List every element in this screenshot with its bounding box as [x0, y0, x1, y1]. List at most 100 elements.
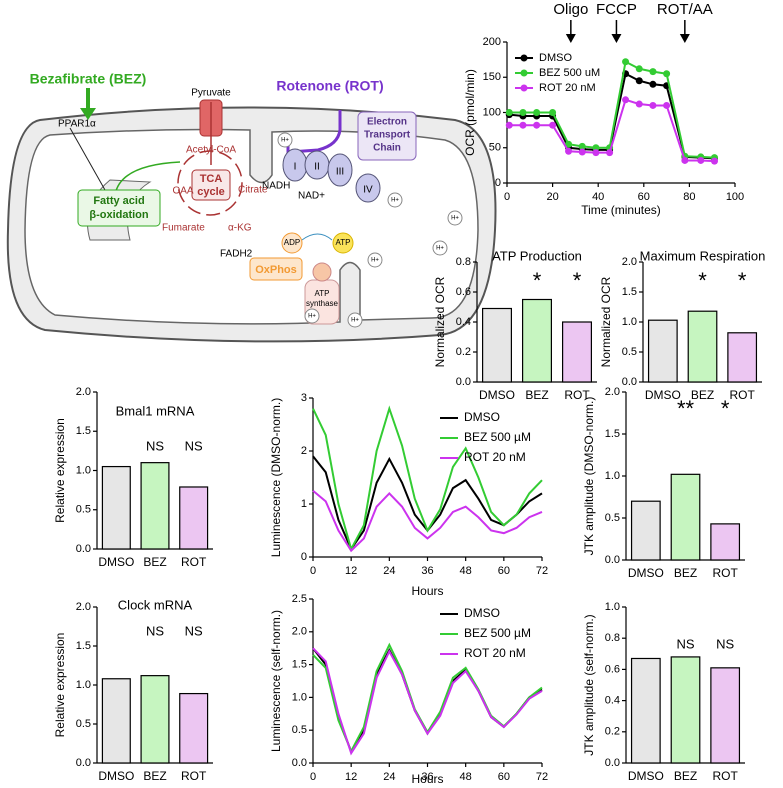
chart-title: Bmal1 mRNA	[116, 403, 195, 418]
annotation: Oligo	[553, 1, 588, 18]
series-line	[312, 647, 543, 755]
proton	[367, 252, 383, 268]
point	[549, 109, 557, 116]
bar	[630, 500, 661, 561]
x-axis-label: Time (minutes)	[581, 203, 661, 217]
y-tick-label: 1.5	[76, 640, 91, 652]
y-axis-label: Relative expression	[53, 418, 67, 523]
arrow	[301, 233, 333, 241]
y-tick-label: 0.5	[292, 724, 307, 736]
proton-label: H+	[371, 258, 379, 264]
point	[549, 121, 557, 129]
nad-label: NAD+	[298, 191, 325, 202]
bar	[670, 473, 701, 561]
fumarate-label: Fumarate	[162, 223, 205, 234]
y-tick-label: 0.5	[605, 512, 620, 524]
oxphos-box	[249, 257, 303, 281]
x-tick-label: 36	[421, 565, 433, 577]
x-tick-label: DMSO	[98, 555, 134, 569]
rot-label: Rotenone (ROT)	[276, 78, 383, 94]
point	[505, 109, 513, 116]
point	[565, 147, 573, 155]
legend-marker	[520, 69, 528, 77]
tca-box	[191, 169, 231, 201]
ppar-label: PPAR1α	[58, 119, 96, 130]
annotation: ROT/AA	[657, 1, 713, 18]
y-tick-label: 2.5	[292, 593, 307, 605]
y-axis-label: Luminescence (DMSO-norm.)	[269, 398, 283, 557]
proton	[387, 192, 403, 208]
significance: NS	[185, 623, 203, 638]
y-tick-label: 0	[301, 551, 307, 563]
legend-label: BEZ 500 µM	[464, 626, 531, 640]
complex	[355, 173, 381, 203]
significance: *	[738, 268, 747, 293]
complex-label: II	[314, 162, 320, 173]
fadh-label: FADH2	[220, 249, 253, 260]
chart-title: Clock mRNA	[118, 597, 193, 612]
y-axis-label: Luminescence (self-norm.)	[269, 610, 283, 752]
x-tick-label: 20	[546, 191, 558, 203]
bar	[179, 486, 209, 550]
complex	[327, 153, 353, 187]
bez-label: Bezafibrate (BEZ)	[30, 71, 147, 87]
point	[649, 80, 657, 88]
y-tick-label: 0	[495, 177, 501, 189]
y-tick-label: 0.0	[76, 543, 91, 555]
x-tick-label: 24	[383, 771, 395, 783]
y-tick-label: 0.6	[456, 286, 471, 298]
x-axis-label: Hours	[411, 772, 443, 786]
x-tick-label: DMSO	[98, 769, 134, 783]
point	[519, 109, 527, 116]
x-tick-label: DMSO	[479, 388, 515, 402]
x-tick-label: 72	[536, 565, 548, 577]
synthase-label: ATP	[315, 289, 330, 298]
fao-label: Fatty acid	[93, 195, 144, 207]
acetyl-label: Acetyl-CoA	[186, 145, 236, 156]
y-tick-label: 1.0	[605, 470, 620, 482]
point	[622, 58, 630, 66]
x-tick-label: BEZ	[525, 388, 548, 402]
mitochondrion-diagram: Bezafibrate (BEZ) PPAR1α Pyruvate Roteno…	[6, 71, 497, 343]
significance: **	[677, 396, 695, 421]
tca-label: TCA	[200, 173, 223, 185]
point	[635, 100, 643, 108]
x-tick-label: BEZ	[143, 555, 166, 569]
bar	[482, 307, 513, 383]
y-tick-label: 0.4	[605, 695, 620, 707]
significance: *	[573, 268, 582, 293]
point	[606, 149, 614, 157]
y-tick-label: 1.0	[605, 601, 620, 613]
x-tick-label: 48	[460, 565, 472, 577]
annotation-arrow-head	[565, 34, 576, 43]
bar	[101, 465, 131, 550]
x-tick-label: 72	[536, 771, 548, 783]
bar	[710, 523, 741, 561]
y-tick-label: 1.5	[605, 428, 620, 440]
x-tick-label: 0	[504, 191, 510, 203]
point	[681, 156, 689, 164]
y-tick-label: 2.0	[605, 386, 620, 398]
point	[697, 156, 705, 164]
point	[635, 77, 643, 85]
y-tick-label: 1.0	[622, 316, 637, 328]
x-tick-label: 40	[592, 191, 604, 203]
proton	[277, 132, 293, 148]
x-tick-label: 36	[421, 771, 433, 783]
y-tick-label: 0.6	[605, 663, 620, 675]
akg-label: α-KG	[228, 223, 252, 234]
x-tick-label: 0	[310, 771, 316, 783]
significance: *	[721, 396, 730, 421]
legend-label: ROT 20 nM	[464, 450, 526, 464]
y-axis-label: JTK amplitude (DMSO-norm.)	[582, 397, 596, 556]
proton-label: H+	[308, 314, 316, 320]
proton	[447, 210, 463, 226]
y-tick-label: 1.0	[76, 464, 91, 476]
adp-circle	[281, 232, 303, 254]
bar	[647, 319, 678, 383]
significance: NS	[676, 636, 694, 651]
point	[663, 101, 671, 109]
y-tick-label: 100	[483, 106, 501, 118]
y-tick-label: 150	[483, 71, 501, 83]
point	[505, 121, 513, 129]
